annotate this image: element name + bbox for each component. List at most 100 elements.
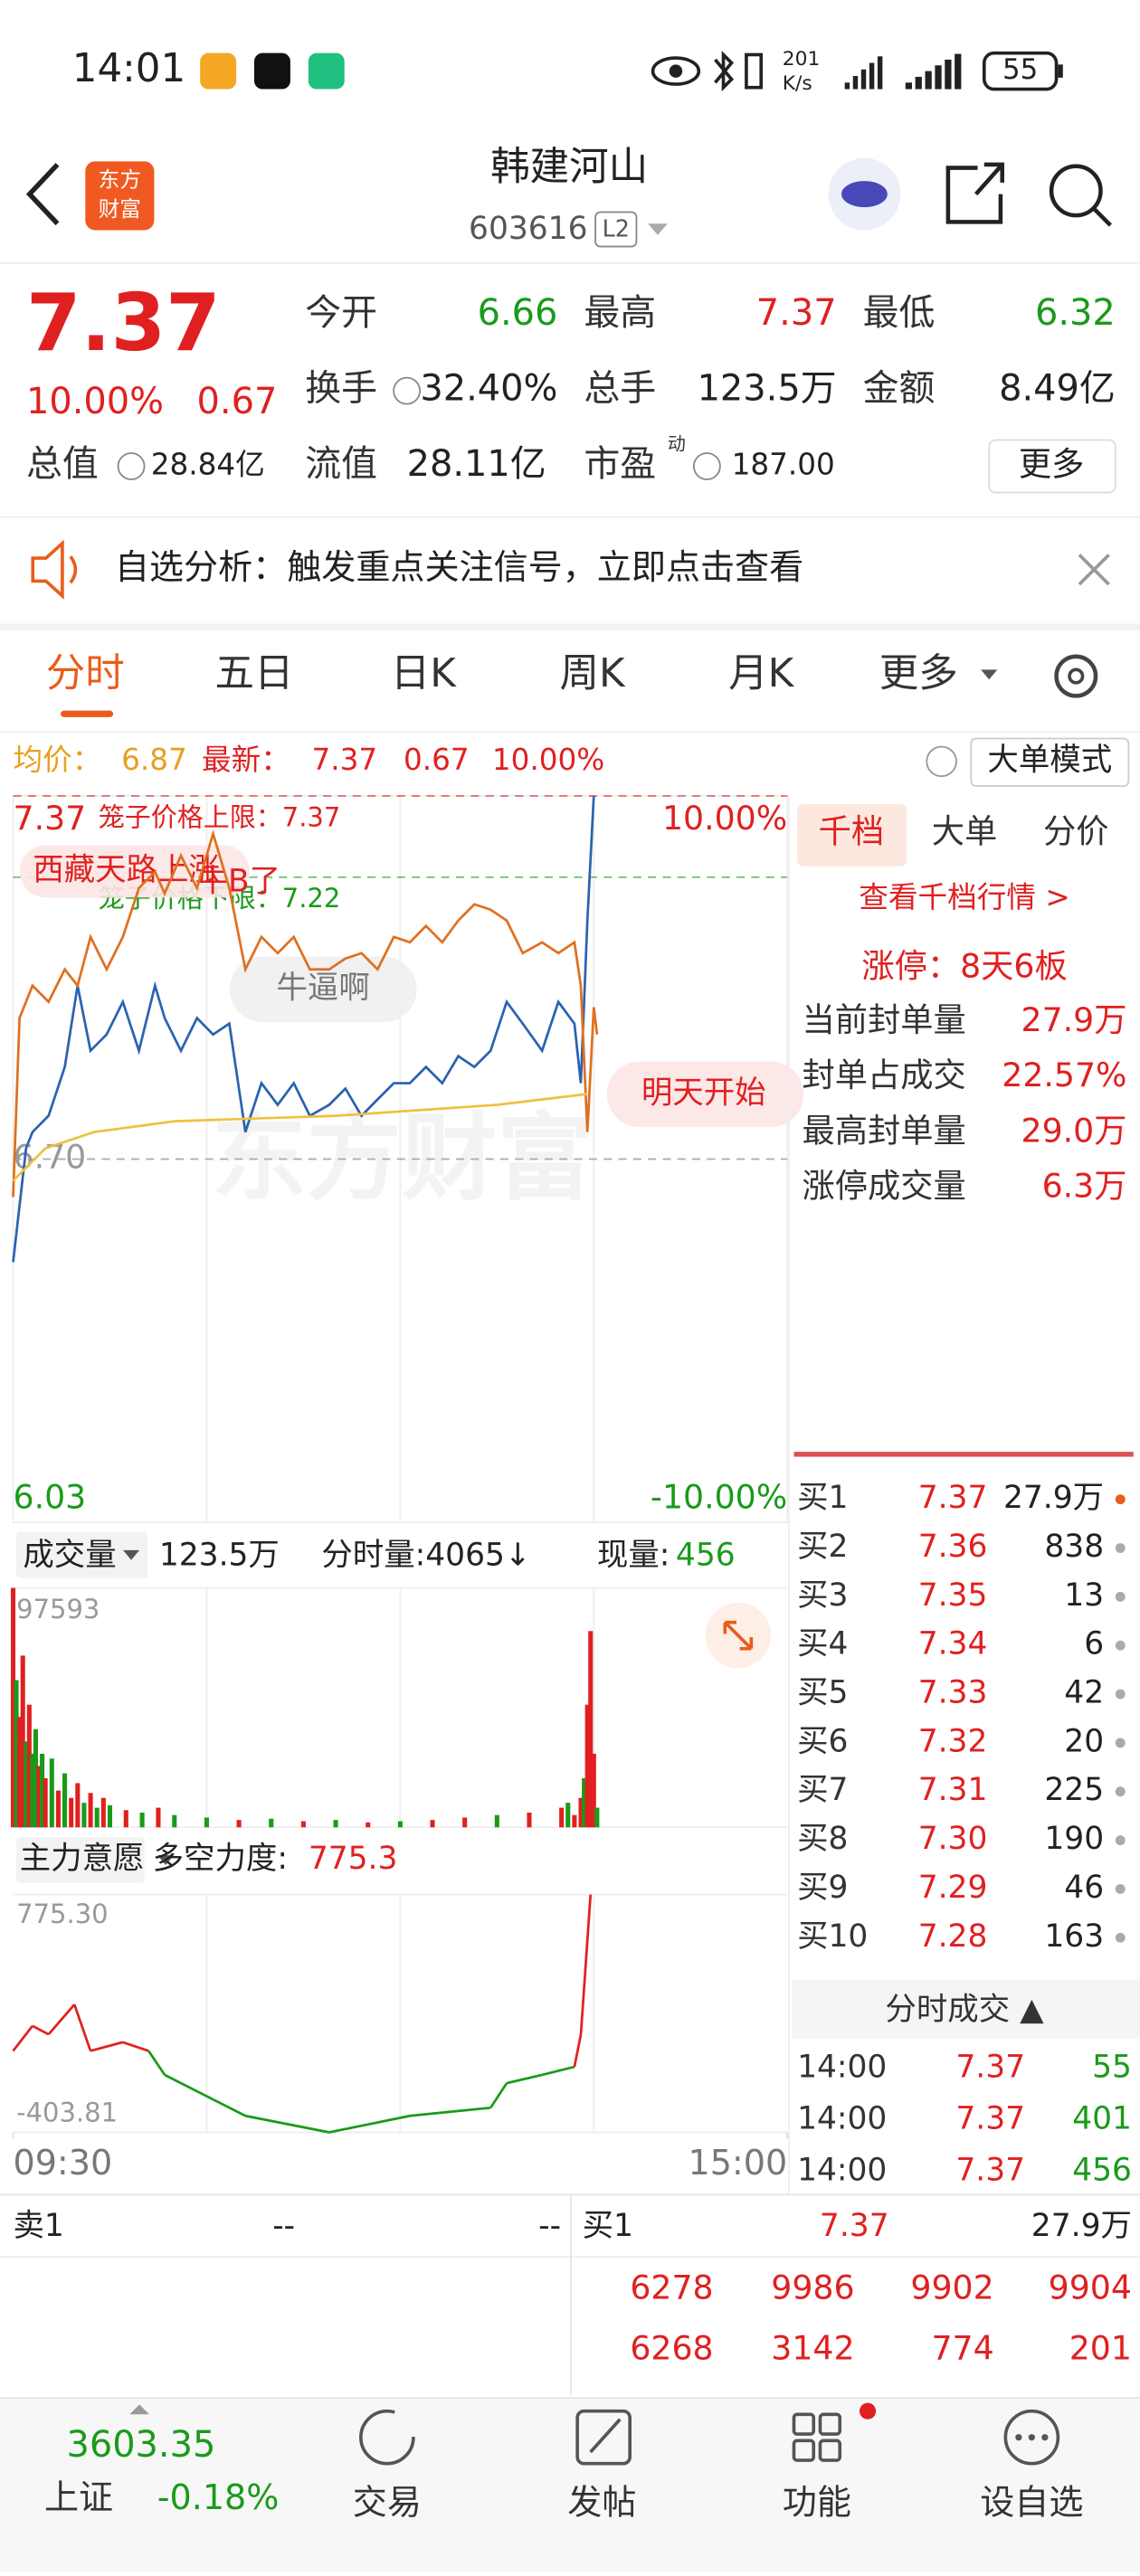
index-value[interactable]: 3603.35 <box>66 2424 215 2466</box>
tab[interactable]: 月K <box>728 651 794 696</box>
book-volume: 27.9万 <box>1003 1480 1104 1516</box>
book-label: 买5 <box>797 1675 848 1711</box>
nav-item[interactable]: 发帖 <box>567 2483 636 2523</box>
sell-volume: -- <box>538 2208 561 2244</box>
notification-dot <box>859 2402 877 2420</box>
logo-text: 财富 <box>99 196 141 222</box>
trade-time: 14:00 <box>797 2049 887 2085</box>
index-change: -0.18% <box>157 2477 280 2517</box>
search-button[interactable] <box>1049 164 1103 218</box>
field-label: 换手 <box>305 368 377 410</box>
volume-bar <box>430 1820 435 1828</box>
back-button[interactable] <box>25 163 60 226</box>
force-line <box>573 2033 583 2068</box>
book-label: 买3 <box>797 1577 848 1614</box>
book-label: 买2 <box>797 1529 848 1565</box>
banner-text: 自选分析：触发重点关注信号，立即点击查看 <box>115 547 803 587</box>
stat-value: 22.57% <box>1002 1056 1126 1094</box>
nav-icon <box>1028 2434 1035 2441</box>
tab[interactable]: 分时 <box>46 651 125 696</box>
now-volume: 456 <box>676 1538 736 1574</box>
index-name: 上证 <box>44 2477 113 2517</box>
field-label: 流值 <box>305 443 377 485</box>
panel-tab[interactable]: 千档 <box>819 812 885 851</box>
dropdown-arrow <box>981 669 998 680</box>
mode-button[interactable] <box>970 737 1130 787</box>
book-price: 7.34 <box>918 1626 988 1662</box>
settings-button[interactable] <box>1054 654 1098 698</box>
comment: 明天开始 <box>641 1075 766 1111</box>
volume-bar <box>100 1797 106 1828</box>
eye-icon <box>651 56 701 86</box>
panel-tab[interactable]: 分价 <box>1043 812 1109 851</box>
stat-label: 当前封单量 <box>803 1000 966 1039</box>
info-icon <box>117 452 146 480</box>
tab[interactable]: 五日 <box>215 651 294 696</box>
volume-bar <box>123 1810 128 1828</box>
volume-bar <box>397 1821 403 1828</box>
trades-title: 分时成交 ▲ <box>885 1992 1044 2028</box>
volume-bar <box>494 1814 499 1828</box>
speaker-icon <box>31 539 78 600</box>
book-price: 7.32 <box>918 1723 988 1759</box>
book-volume: 6 <box>1084 1626 1104 1662</box>
dropdown[interactable] <box>16 1837 145 1883</box>
watermark: 东方财富 <box>212 1103 593 1214</box>
level-badge-text: L2 <box>603 214 630 242</box>
volume-bar <box>30 1753 35 1828</box>
field-label: 总值 <box>26 443 99 485</box>
share-button[interactable] <box>945 162 1004 224</box>
volume-bar <box>527 1813 532 1828</box>
force-label: 多空力度: <box>153 1841 288 1877</box>
app-icon <box>308 52 345 90</box>
volume-bar <box>172 1814 177 1828</box>
nav-arrow <box>129 2404 149 2415</box>
nav-item[interactable]: 交易 <box>353 2483 422 2523</box>
book-price: 7.31 <box>918 1772 988 1808</box>
tab[interactable]: 周K <box>559 651 625 696</box>
force-line <box>409 2106 491 2117</box>
signal-bar <box>955 53 962 90</box>
field-label: 总手 <box>584 368 656 410</box>
volume-bar <box>24 1741 29 1828</box>
book-dot <box>1115 1884 1126 1894</box>
nav-item[interactable]: 设自选 <box>980 2483 1083 2523</box>
battery-level: 55 <box>1002 53 1038 86</box>
tab[interactable]: 更多 <box>879 651 958 696</box>
nav-icon <box>1041 2434 1049 2441</box>
cage-label: 笼子价格上限：7.37 <box>99 801 341 832</box>
field-value: 123.5万 <box>698 368 837 410</box>
nav-icon <box>589 2418 622 2454</box>
nav-icon <box>1003 2409 1060 2466</box>
avg-label: 均价： <box>14 743 102 777</box>
volume-bar <box>88 1793 93 1828</box>
tab[interactable]: 日K <box>391 651 457 696</box>
volume-bar <box>269 1818 274 1828</box>
y2-tick-label: 10.00% <box>662 799 787 838</box>
book-price: 7.29 <box>918 1870 988 1906</box>
sell-label: 卖1 <box>14 2208 64 2244</box>
volume-bar <box>26 1704 32 1828</box>
stat-value: 29.0万 <box>1021 1111 1127 1150</box>
panel-tab[interactable]: 大单 <box>932 812 998 851</box>
dropdown-arrow <box>157 1855 175 1865</box>
order-queue: 6268 <box>630 2329 713 2368</box>
close-button[interactable] <box>1078 554 1110 586</box>
book-price: 7.35 <box>918 1577 988 1614</box>
price-line <box>12 1093 588 1182</box>
more-button[interactable] <box>988 439 1116 494</box>
volume-bar <box>204 1817 209 1828</box>
volume-bar <box>94 1807 100 1828</box>
volume-bar <box>62 1773 68 1828</box>
panel-link[interactable]: 查看千档行情 > <box>859 880 1069 914</box>
order-queue: 3142 <box>771 2329 854 2368</box>
volume-bar <box>107 1804 113 1828</box>
volume-bar <box>36 1766 42 1828</box>
nav-icon <box>818 2412 842 2436</box>
nav-item[interactable]: 功能 <box>783 2483 851 2523</box>
book-label: 买6 <box>797 1723 848 1759</box>
volume-bar <box>33 1728 38 1828</box>
x-tick-label: 15:00 <box>689 2143 788 2183</box>
panel-tab-bg <box>797 803 907 867</box>
dropdown[interactable] <box>16 1531 148 1578</box>
